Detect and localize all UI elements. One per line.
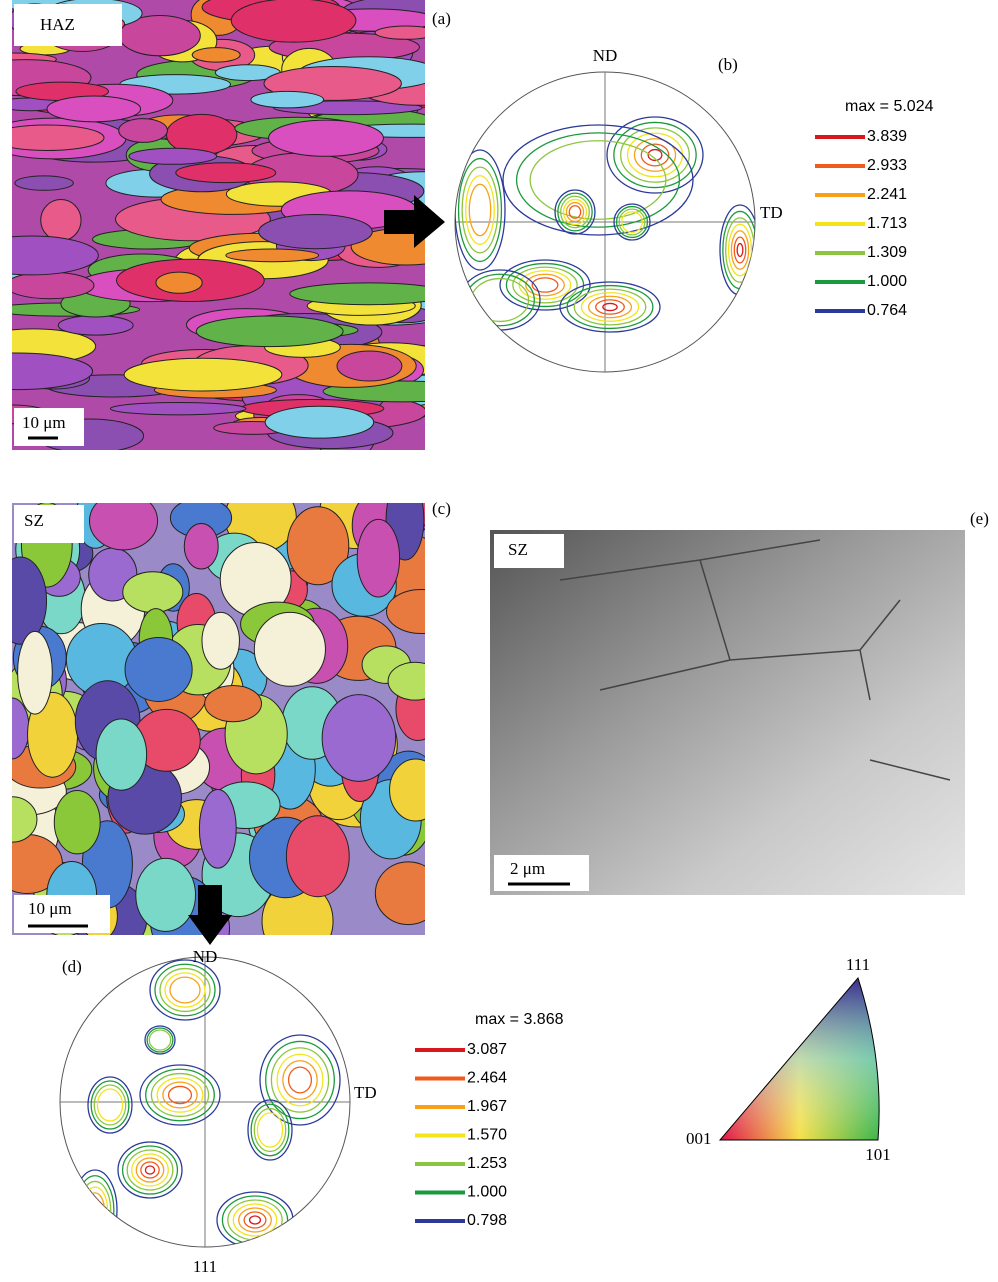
panel-tag: (a) — [432, 9, 451, 28]
axis-label: ND — [593, 46, 618, 65]
grain — [254, 612, 325, 686]
panel-tag: (d) — [62, 957, 82, 976]
grain — [124, 358, 282, 391]
ipf-label: 001 — [686, 1129, 712, 1148]
axis-label: TD — [760, 203, 783, 222]
legend-label: 2.464 — [467, 1070, 507, 1087]
grain — [0, 125, 104, 151]
scale-label: 2 μm — [510, 859, 545, 878]
figure: HAZ 10 μm (a) ND TD (b) max = 5.024 SZ 1… — [0, 0, 998, 1282]
grain — [184, 523, 218, 569]
legend-label: 1.570 — [467, 1127, 507, 1144]
legend-label: 1.000 — [467, 1184, 507, 1201]
grain — [357, 519, 399, 597]
grain — [96, 719, 147, 790]
ipf-key — [720, 978, 879, 1140]
legend-label: 2.241 — [867, 186, 907, 203]
max-label: max = 3.868 — [475, 1011, 564, 1028]
scale-label: 10 μm — [22, 413, 66, 432]
zone-label: SZ — [508, 540, 528, 559]
grain — [18, 631, 53, 714]
legend-label: 3.087 — [467, 1041, 507, 1058]
grain — [290, 283, 447, 305]
legend-label: 1.253 — [467, 1155, 507, 1172]
legend-label: 0.764 — [867, 302, 907, 319]
grain — [156, 272, 202, 293]
pole-figure — [455, 72, 760, 372]
axis-label: TD — [354, 1083, 377, 1102]
grain — [205, 686, 262, 722]
grain — [199, 789, 236, 868]
grain — [265, 406, 374, 438]
axis-label: ND — [193, 947, 218, 966]
legend-label: 2.933 — [867, 157, 907, 174]
legend-label: 1.967 — [467, 1098, 507, 1115]
grain — [125, 637, 192, 701]
grain — [269, 120, 384, 156]
zone-label: SZ — [24, 511, 44, 530]
grain — [54, 791, 100, 854]
grain — [58, 316, 133, 336]
ipf-label: 101 — [865, 1145, 891, 1164]
grain — [6, 272, 94, 299]
tem-image — [490, 530, 965, 895]
grain — [286, 816, 349, 897]
grain — [176, 163, 276, 183]
ebsd-map-sz — [0, 473, 456, 966]
legend-label: 1.309 — [867, 244, 907, 261]
grain — [259, 215, 373, 249]
grain — [47, 96, 141, 122]
grain — [119, 119, 168, 143]
grain — [110, 402, 246, 414]
ipf-label: 111 — [846, 955, 870, 974]
axis-label: 111 — [193, 1257, 217, 1276]
grain — [388, 662, 442, 700]
panel-tag: (b) — [718, 55, 738, 74]
grain — [231, 0, 356, 42]
grain — [337, 351, 402, 381]
zone-label: HAZ — [40, 15, 75, 34]
max-label: max = 5.024 — [845, 98, 934, 115]
grain — [251, 91, 324, 108]
grain — [15, 176, 73, 190]
grain — [226, 249, 319, 262]
grain — [129, 148, 217, 164]
grain — [123, 572, 183, 613]
grain — [136, 858, 196, 931]
panel-tag: (c) — [432, 499, 451, 518]
legend-label: 0.798 — [467, 1212, 507, 1229]
grain — [202, 612, 239, 669]
label-box — [494, 534, 564, 568]
grain — [390, 759, 442, 821]
legend-label: 1.713 — [867, 215, 907, 232]
grain — [375, 26, 437, 39]
grain — [387, 590, 457, 634]
scale-label: 10 μm — [28, 899, 72, 918]
grain — [41, 200, 81, 241]
panel-tag: (e) — [970, 509, 989, 528]
contour — [86, 1193, 105, 1227]
grain — [89, 492, 157, 550]
grain — [196, 316, 343, 347]
grain — [192, 48, 240, 63]
grain — [0, 557, 47, 644]
grain — [375, 862, 441, 925]
pole-figure — [60, 957, 350, 1250]
grain — [322, 695, 396, 782]
legend-label: 1.000 — [867, 273, 907, 290]
legend-label: 3.839 — [867, 128, 907, 145]
